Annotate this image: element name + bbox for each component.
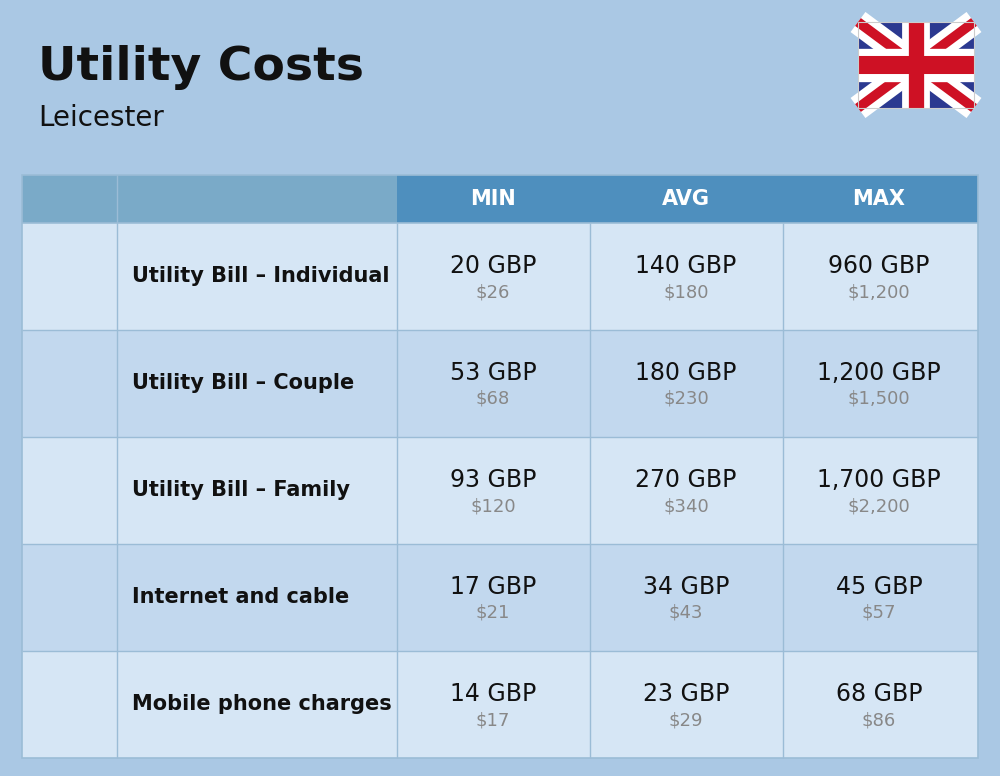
- Bar: [22, 651, 978, 758]
- Bar: [22, 175, 397, 223]
- Text: 23 GBP: 23 GBP: [643, 682, 729, 706]
- Text: $1,500: $1,500: [848, 390, 910, 408]
- Text: 270 GBP: 270 GBP: [635, 468, 737, 492]
- Text: 140 GBP: 140 GBP: [635, 254, 737, 278]
- Text: Utility Costs: Utility Costs: [38, 46, 364, 91]
- Text: $230: $230: [663, 390, 709, 408]
- Bar: [22, 437, 978, 544]
- Text: Internet and cable: Internet and cable: [132, 587, 349, 607]
- Text: $2,200: $2,200: [848, 497, 910, 515]
- Text: $26: $26: [476, 283, 510, 301]
- Text: 34 GBP: 34 GBP: [643, 575, 729, 599]
- Text: 1,200 GBP: 1,200 GBP: [817, 361, 941, 385]
- Text: $43: $43: [669, 604, 703, 622]
- Bar: [858, 22, 974, 108]
- Text: $340: $340: [663, 497, 709, 515]
- Text: 45 GBP: 45 GBP: [836, 575, 922, 599]
- Bar: [397, 175, 978, 223]
- Text: $68: $68: [476, 390, 510, 408]
- Text: 180 GBP: 180 GBP: [635, 361, 737, 385]
- Bar: [22, 175, 978, 758]
- Text: 53 GBP: 53 GBP: [450, 361, 536, 385]
- Text: Utility Bill – Couple: Utility Bill – Couple: [132, 373, 354, 393]
- Text: 93 GBP: 93 GBP: [450, 468, 536, 492]
- Text: $21: $21: [476, 604, 510, 622]
- Text: 14 GBP: 14 GBP: [450, 682, 536, 706]
- Text: $180: $180: [663, 283, 709, 301]
- Bar: [22, 223, 978, 330]
- Text: 17 GBP: 17 GBP: [450, 575, 536, 599]
- Text: MIN: MIN: [470, 189, 516, 209]
- Text: $120: $120: [470, 497, 516, 515]
- Text: Mobile phone charges: Mobile phone charges: [132, 694, 392, 714]
- Text: Utility Bill – Individual: Utility Bill – Individual: [132, 266, 390, 286]
- Text: $86: $86: [862, 711, 896, 729]
- Text: $17: $17: [476, 711, 510, 729]
- Bar: [858, 22, 974, 108]
- Text: Leicester: Leicester: [38, 104, 164, 132]
- Bar: [22, 330, 978, 437]
- Text: $29: $29: [669, 711, 703, 729]
- Bar: [22, 544, 978, 651]
- Text: 20 GBP: 20 GBP: [450, 254, 536, 278]
- Text: 1,700 GBP: 1,700 GBP: [817, 468, 941, 492]
- Text: 68 GBP: 68 GBP: [836, 682, 922, 706]
- Text: AVG: AVG: [662, 189, 710, 209]
- Text: $57: $57: [862, 604, 896, 622]
- Text: 960 GBP: 960 GBP: [828, 254, 930, 278]
- Text: Utility Bill – Family: Utility Bill – Family: [132, 480, 350, 500]
- Text: $1,200: $1,200: [848, 283, 910, 301]
- Text: MAX: MAX: [852, 189, 906, 209]
